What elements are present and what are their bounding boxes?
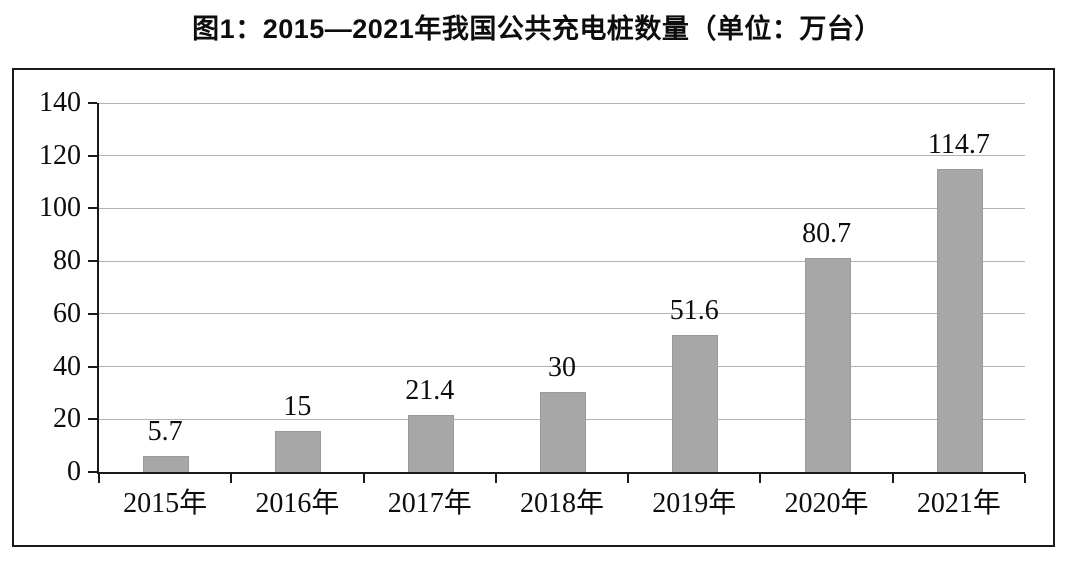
bar-value-label: 80.7 [802,218,852,250]
x-axis-category-label: 2015年 [123,488,208,519]
x-axis-tick [494,474,497,483]
x-axis-tick [759,474,762,483]
x-axis-tick [627,474,630,483]
plot-area: 0 20 40 60 80 100 120 140 5.7 15 21.4 30 51.6 80.7 11… [39,88,1026,519]
x-axis-category-label: 2017年 [387,488,472,519]
y-axis-tick-label: 40 [53,350,81,382]
y-axis-tick-label: 60 [53,297,81,329]
bar-value-label: 21.4 [405,374,455,406]
bar-value-label: 30 [548,351,576,383]
y-axis-tick-label: 80 [53,245,81,277]
gridline [99,313,1025,315]
gridline [99,260,1025,262]
gridline [99,207,1025,209]
y-axis-tick-label: 100 [39,192,81,224]
y-axis-tick [88,418,97,421]
gridline [99,102,1025,104]
x-axis-category-label: 2020年 [784,488,869,519]
x-axis-category-label: 2016年 [255,488,340,519]
chart-title: 图1：2015—2021年我国公共充电桩数量（单位：万台） [192,14,882,44]
x-axis-tick [1024,474,1026,483]
x-axis-category-label: 2021年 [916,488,1001,519]
gridline [99,155,1025,157]
x-axis-category-label: 2019年 [652,488,737,519]
y-axis-tick [88,154,97,157]
y-axis-tick [88,365,97,368]
bar-2016年 [275,431,322,472]
chart-frame: 0 20 40 60 80 100 120 140 5.7 15 21.4 30 51.6 80.7 11… [12,68,1055,547]
bar-2017年 [407,414,454,472]
y-axis-tick [88,207,97,210]
y-axis-tick-label: 20 [53,403,81,435]
y-axis-tick [88,471,97,473]
bar-value-label: 51.6 [669,295,719,326]
bar-value-label: 114.7 [927,128,990,160]
bar-2018年 [540,391,586,472]
x-axis-tick [230,474,233,483]
x-axis-tick [98,474,100,483]
bar-2015年 [143,455,190,472]
y-axis-tick-label: 140 [39,87,81,118]
bar-2019年 [672,335,719,472]
x-axis-category-label: 2018年 [519,488,604,519]
bar-value-label: 15 [283,391,312,423]
bar-value-label: 5.7 [147,415,183,447]
bar-2021年 [936,168,983,472]
y-axis-tick-label: 0 [67,456,81,487]
y-axis-tick [88,102,97,104]
x-axis-tick [891,474,894,483]
gridline [99,366,1025,368]
y-axis-tick-label: 120 [39,139,81,171]
y-axis-tick [88,260,97,263]
bar-2020年 [804,258,851,472]
y-axis-tick [88,312,97,315]
x-axis-tick [362,474,365,483]
